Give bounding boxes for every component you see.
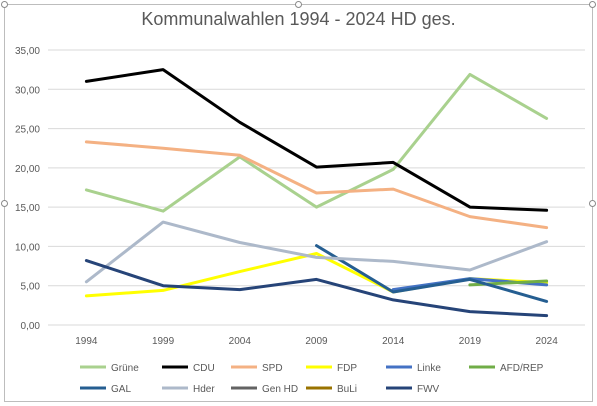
- y-tick-label: 20,00: [15, 164, 40, 175]
- legend-label: FWV: [417, 384, 440, 395]
- series-line-gal: [315, 244, 549, 303]
- x-tick-label: 1999: [152, 336, 175, 347]
- resize-handle-middle-right[interactable]: [589, 200, 596, 207]
- legend-item[interactable]: AFD/REP: [469, 363, 544, 374]
- legend-item[interactable]: FDP: [306, 363, 357, 374]
- legend-item[interactable]: FWV: [386, 384, 440, 395]
- series-line-fwv: [84, 259, 549, 318]
- x-tick-label: 2019: [459, 336, 482, 347]
- legend-label: CDU: [193, 363, 215, 374]
- legend-label: FDP: [337, 363, 357, 374]
- y-tick-label: 15,00: [15, 203, 40, 214]
- legend-label: Linke: [417, 363, 441, 374]
- y-axis-tick-labels: 0,00 5,00 10,00 15,00 20,00 25,00 30,00 35,00: [15, 46, 40, 332]
- y-tick-label: 10,00: [15, 242, 40, 253]
- chart-frame[interactable]: [4, 4, 593, 402]
- y-tick-label: 0,00: [21, 321, 41, 332]
- x-tick-label: 2024: [536, 336, 559, 347]
- legend-label: AFD/REP: [500, 363, 544, 374]
- chart-title: Kommunalwahlen 1994 - 2024 HD ges.: [141, 9, 456, 29]
- x-tick-label: 2014: [382, 336, 405, 347]
- series-line-fdp: [84, 252, 549, 298]
- x-tick-label: 2009: [305, 336, 328, 347]
- series-line-cdu: [84, 68, 549, 212]
- legend-label: BuLi: [337, 384, 357, 395]
- x-tick-label: 1994: [75, 336, 98, 347]
- legend-label: Gen HD: [262, 384, 298, 395]
- legend-label: SPD: [262, 363, 283, 374]
- legend-item[interactable]: Gen HD: [231, 384, 298, 395]
- legend-item[interactable]: GAL: [80, 384, 131, 395]
- legend-item[interactable]: BuLi: [306, 384, 357, 395]
- resize-handle-top-center[interactable]: [295, 1, 302, 8]
- y-tick-label: 30,00: [15, 85, 40, 96]
- series-line-gr-ne: [84, 72, 549, 213]
- legend-label: GAL: [111, 384, 131, 395]
- legend-item[interactable]: SPD: [231, 363, 283, 374]
- resize-handle-middle-left[interactable]: [1, 200, 8, 207]
- y-tick-label: 25,00: [15, 125, 40, 136]
- series-line-hder: [84, 220, 549, 284]
- legend-item[interactable]: Linke: [386, 363, 441, 374]
- legend: Grüne CDU SPD FDP Linke AFD/REP GAL Hder Gen HD B…: [80, 363, 544, 395]
- legend-item[interactable]: CDU: [162, 363, 215, 374]
- legend-item[interactable]: Hder: [162, 384, 215, 395]
- resize-handle-top-right[interactable]: [589, 1, 596, 8]
- x-axis-tick-labels: 1994 1999 2004 2009 2014 2019 2024: [75, 336, 558, 347]
- legend-label: Hder: [193, 384, 215, 395]
- y-tick-label: 35,00: [15, 46, 40, 57]
- series-line-spd: [84, 140, 549, 230]
- y-tick-label: 5,00: [21, 282, 41, 293]
- series-lines: [84, 68, 549, 318]
- legend-item[interactable]: Grüne: [80, 363, 139, 374]
- x-tick-label: 2004: [229, 336, 252, 347]
- legend-label: Grüne: [111, 363, 139, 374]
- resize-handle-top-left[interactable]: [1, 1, 8, 8]
